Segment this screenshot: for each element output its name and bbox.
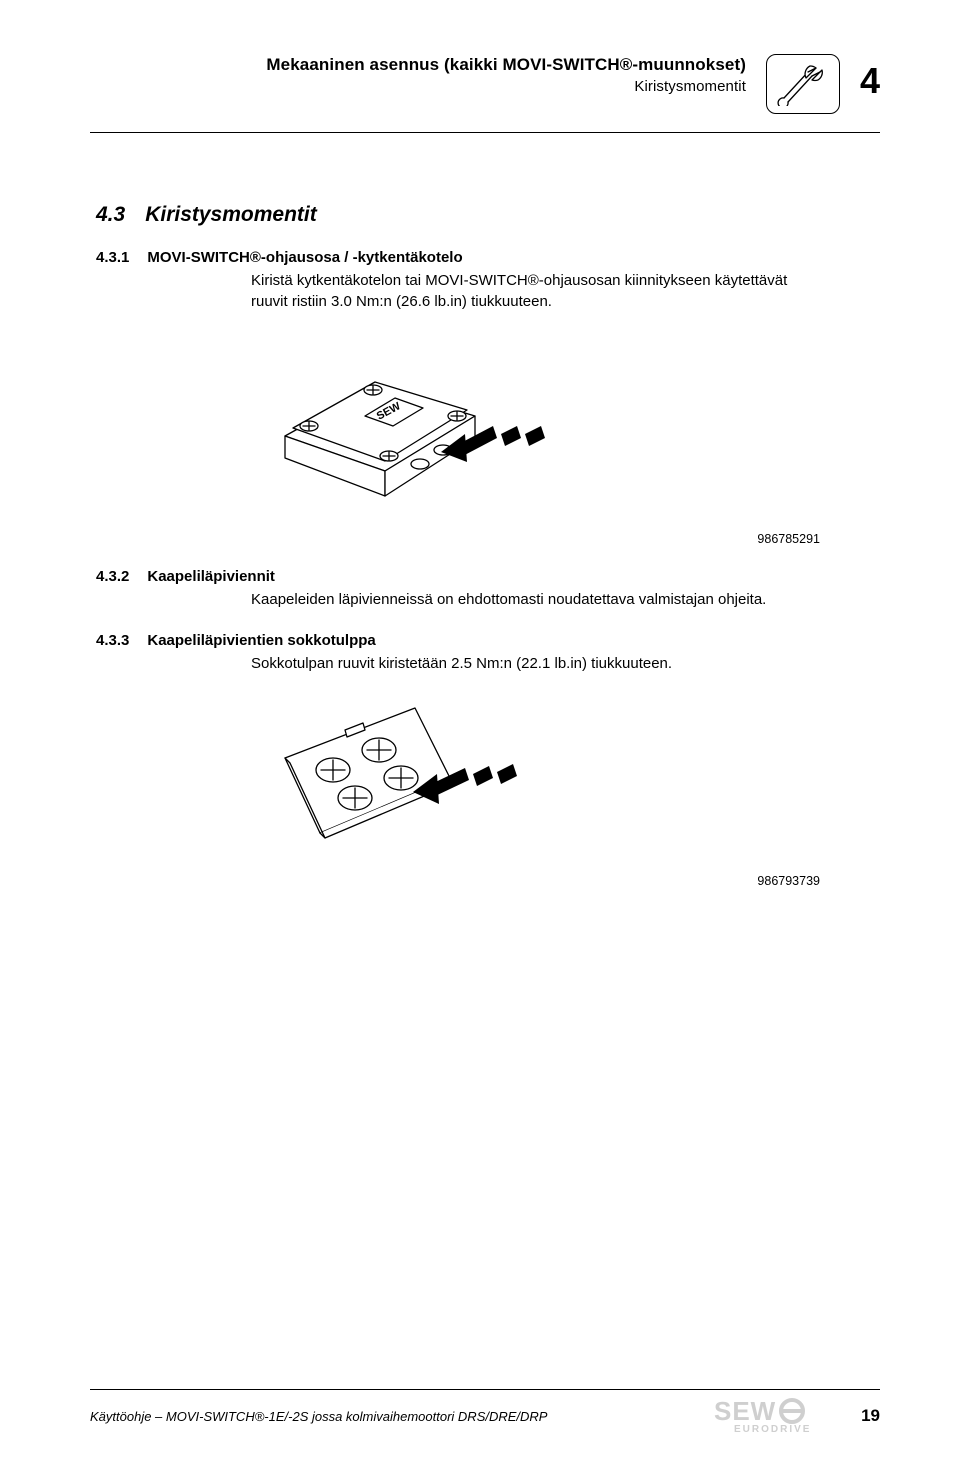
header-subtitle: Kiristysmomentit xyxy=(90,77,746,97)
svg-text:SEW: SEW xyxy=(714,1398,776,1426)
wrench-icon xyxy=(766,54,840,114)
section-heading: 4.3 Kiristysmomentit xyxy=(96,203,880,227)
section-title: Kiristysmomentit xyxy=(145,203,317,227)
svg-text:EURODRIVE: EURODRIVE xyxy=(734,1424,811,1434)
subsection-432-heading: 4.3.2 Kaapeliläpiviennit xyxy=(96,568,880,585)
header-text-block: Mekaaninen asennus (kaikki MOVI-SWITCH®-… xyxy=(90,50,746,97)
section-number: 4.3 xyxy=(96,203,125,227)
subsection-431-title: MOVI-SWITCH®-ohjausosa / -kytkentäkotelo xyxy=(147,249,462,266)
subsection-432-title: Kaapeliläpiviennit xyxy=(147,568,275,585)
sew-logo: SEW EURODRIVE xyxy=(714,1398,849,1434)
subsection-431-number: 4.3.1 xyxy=(96,249,129,266)
subsection-432-body: Kaapeleiden läpivienneissä on ehdottomas… xyxy=(251,589,821,610)
subsection-431-heading: 4.3.1 MOVI-SWITCH®-ohjausosa / -kytkentä… xyxy=(96,249,880,266)
subsection-432: 4.3.2 Kaapeliläpiviennit Kaapeleiden läp… xyxy=(96,568,880,610)
subsection-431-body: Kiristä kytkentäkotelon tai MOVI-SWITCH®… xyxy=(251,270,821,312)
page-footer: Käyttöohje – MOVI-SWITCH®-1E/-2S jossa k… xyxy=(90,1389,880,1434)
figure-433-caption: 986793739 xyxy=(90,874,820,888)
subsection-433-body: Sokkotulpan ruuvit kiristetään 2.5 Nm:n … xyxy=(251,653,821,674)
subsection-433: 4.3.3 Kaapeliläpivientien sokkotulppa So… xyxy=(96,632,880,674)
subsection-433-heading: 4.3.3 Kaapeliläpivientien sokkotulppa xyxy=(96,632,880,649)
page-number: 19 xyxy=(861,1406,880,1426)
subsection-433-number: 4.3.3 xyxy=(96,632,129,649)
footer-rule xyxy=(90,1389,880,1390)
figure-431-caption: 986785291 xyxy=(90,532,820,546)
subsection-433-title: Kaapeliläpivientien sokkotulppa xyxy=(147,632,375,649)
subsection-431: 4.3.1 MOVI-SWITCH®-ohjausosa / -kytkentä… xyxy=(96,249,880,312)
header-rule xyxy=(90,132,880,133)
footer-text: Käyttöohje – MOVI-SWITCH®-1E/-2S jossa k… xyxy=(90,1409,714,1424)
figure-433 xyxy=(245,688,880,868)
chapter-number: 4 xyxy=(860,50,880,102)
subsection-432-number: 4.3.2 xyxy=(96,568,129,585)
page-header: Mekaaninen asennus (kaikki MOVI-SWITCH®-… xyxy=(90,50,880,114)
figure-431: SEW xyxy=(245,326,880,526)
header-title: Mekaaninen asennus (kaikki MOVI-SWITCH®-… xyxy=(90,54,746,76)
